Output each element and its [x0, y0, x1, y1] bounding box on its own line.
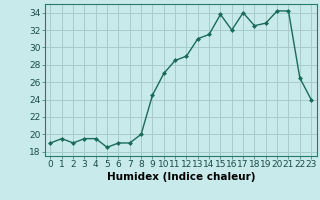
X-axis label: Humidex (Indice chaleur): Humidex (Indice chaleur) [107, 172, 255, 182]
